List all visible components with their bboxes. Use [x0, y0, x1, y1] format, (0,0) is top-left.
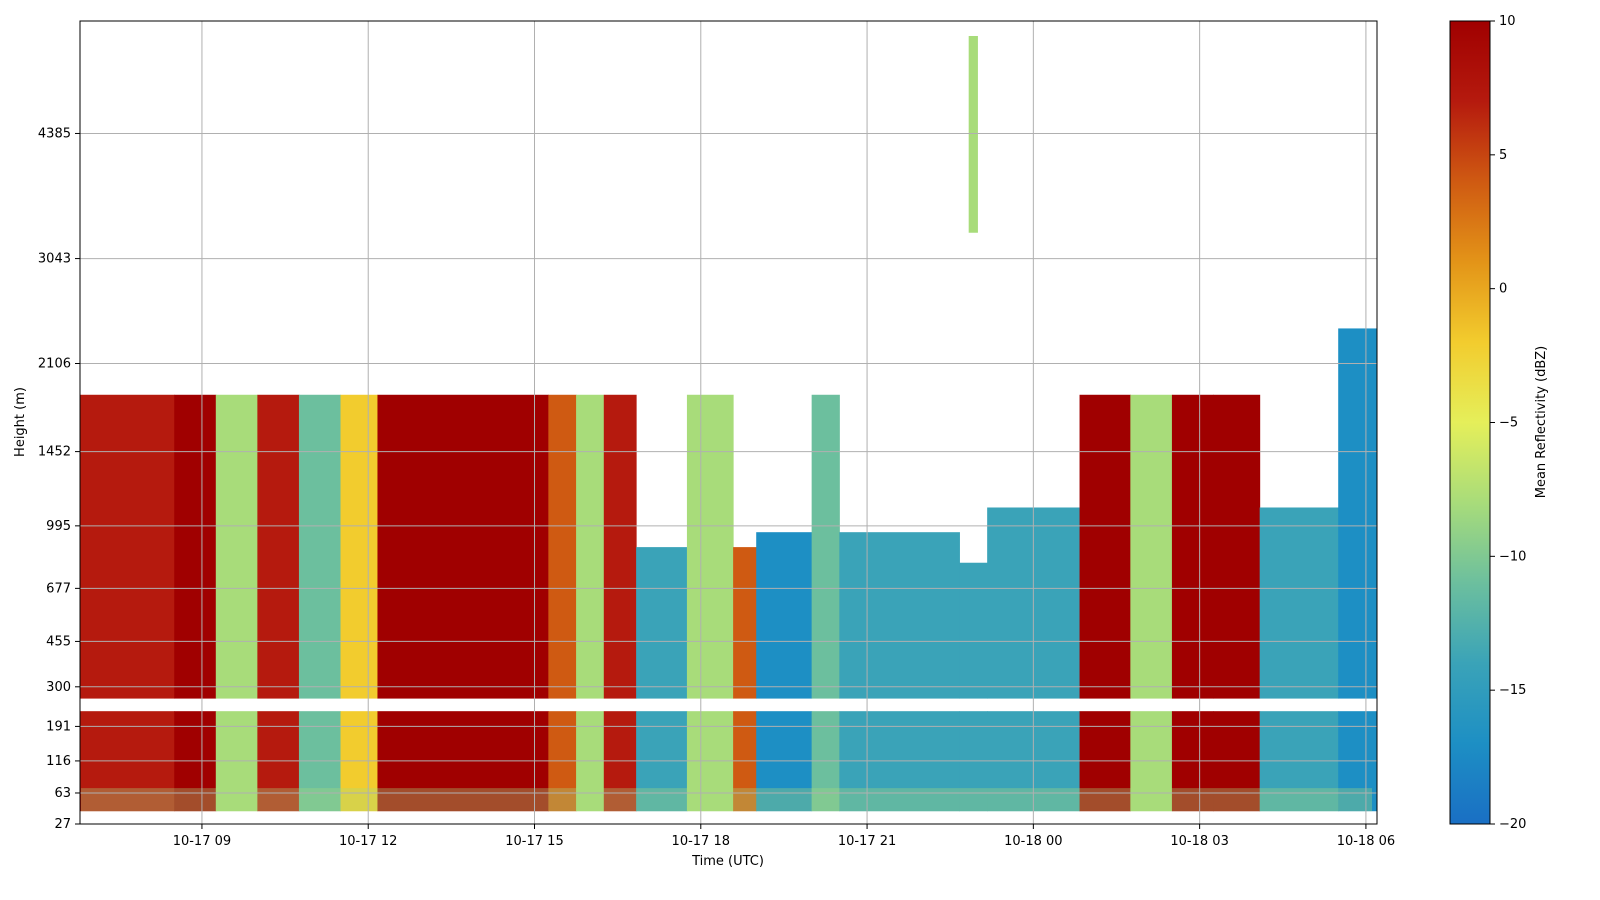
y-tick-label-5: 455	[46, 634, 71, 649]
colorbar-tick-label-6: −20	[1499, 817, 1526, 832]
colorbar-tick-label-0: 10	[1499, 14, 1516, 29]
heatmap-cell-upper-1	[174, 394, 217, 699]
plot-frame	[79, 20, 1378, 825]
y-axis-label: Height (m)	[13, 387, 28, 457]
y-tick-label-9: 2106	[38, 356, 71, 371]
colorbar-tick-label-2: 0	[1499, 282, 1507, 297]
colorbar-tick-label-5: −15	[1499, 683, 1526, 698]
y-axis-ticks: 27 63 116 191 300 455 677 995 1452 2106 3043 4385	[38, 126, 80, 832]
surface-layer-band	[81, 788, 1372, 812]
x-tick-label-0: 10-17 09	[173, 834, 231, 849]
heatmap-cell-upper-22	[1259, 507, 1339, 699]
heatmap-cell-upper-21	[1213, 394, 1261, 699]
y-tick-label-3: 191	[46, 719, 71, 734]
heatmap-cell-upper-23	[1338, 328, 1378, 699]
heatmap-cell-upper-19	[1130, 394, 1173, 699]
y-tick-label-4: 300	[46, 680, 71, 695]
heatmap-cell-upper-6	[377, 394, 549, 699]
heatmap-cell-upper-10	[636, 547, 688, 699]
colorbar-tick-label-4: −10	[1499, 549, 1526, 564]
x-tick-label-1: 10-17 12	[339, 834, 397, 849]
heatmap-cell-upper-11	[686, 394, 734, 699]
y-tick-label-8: 1452	[38, 445, 71, 460]
y-tick-label-0: 27	[54, 817, 71, 832]
heatmap-cell-upper-2	[215, 394, 258, 699]
elevated-echo	[968, 35, 978, 233]
x-tick-label-4: 10-17 21	[838, 834, 896, 849]
heatmap-cell-upper-14	[811, 394, 840, 699]
colorbar-tick-label-1: 5	[1499, 148, 1507, 163]
heatmap-cell-upper-18	[1079, 394, 1131, 699]
heatmap-cell-upper-4	[298, 394, 342, 699]
x-tick-label-6: 10-18 03	[1170, 834, 1228, 849]
x-tick-label-2: 10-17 15	[505, 834, 563, 849]
colorbar-tick-label-3: −5	[1499, 416, 1518, 431]
heatmap-cell-upper-8	[576, 394, 605, 699]
colorbar-ticks: 10 5 0 −5 −10 −15 −20	[1490, 14, 1526, 832]
heatmap-cell-upper-7	[548, 394, 577, 699]
x-tick-label-3: 10-17 18	[672, 834, 730, 849]
heatmap-cell-upper-12	[733, 547, 757, 699]
heatmap-cell-upper-0	[80, 394, 175, 699]
heatmap-cell-upper-13	[756, 532, 813, 699]
heatmap-cell-upper-16	[959, 562, 988, 699]
x-axis-ticks: 10-17 09 10-17 12 10-17 15 10-17 18 10-17 21…	[173, 824, 1395, 849]
y-tick-label-10: 3043	[38, 252, 71, 267]
heatmap-cell-upper-15	[839, 532, 960, 699]
y-tick-label-11: 4385	[38, 126, 71, 141]
heatmap-cell-upper-3	[257, 394, 300, 699]
x-axis-label: Time (UTC)	[691, 854, 764, 869]
heatmap-layer	[80, 35, 1378, 812]
heatmap-cell-upper-5	[340, 394, 378, 699]
heatmap-cell-upper-20	[1171, 394, 1214, 699]
colorbar	[1449, 20, 1491, 825]
x-tick-label-7: 10-18 06	[1337, 834, 1395, 849]
y-tick-label-6: 677	[46, 581, 71, 596]
colorbar-label: Mean Reflectivity (dBZ)	[1534, 346, 1549, 499]
y-tick-label-7: 995	[46, 519, 71, 534]
heatmap-cell-upper-9	[603, 394, 637, 699]
grid-layer	[80, 21, 1377, 825]
y-tick-label-2: 116	[46, 754, 71, 769]
x-tick-label-5: 10-18 00	[1004, 834, 1062, 849]
y-tick-label-1: 63	[54, 786, 71, 801]
